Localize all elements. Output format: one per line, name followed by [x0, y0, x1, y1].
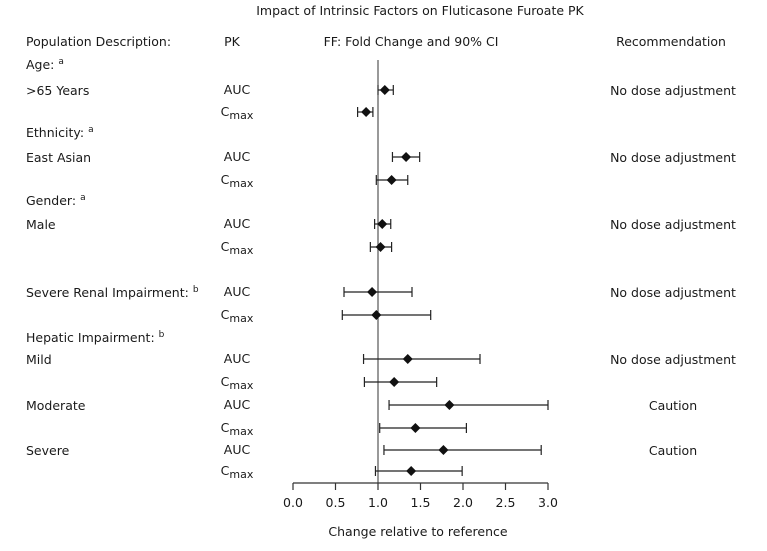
point-4-1-0-estimate [444, 400, 455, 410]
pk-label-4-0-1: Cmax [221, 374, 254, 392]
header-pk: PK [224, 34, 241, 49]
point-1-0-0-estimate [401, 152, 412, 162]
x-axis-label: Change relative to reference [328, 524, 507, 539]
x-tick-label-1: 0.5 [326, 495, 346, 510]
pk-label-0-0-1: Cmax [221, 104, 254, 122]
pk-label-1-0-0: AUC [224, 149, 251, 164]
pk-label-2-0-1: Cmax [221, 239, 254, 257]
point-4-0-1-estimate [389, 377, 400, 387]
point-1-0-1-estimate [386, 175, 397, 185]
point-4-2-0-estimate [438, 445, 449, 455]
pk-label-4-2-1-subscript: max [229, 468, 253, 481]
point-2-0-0-estimate [377, 219, 388, 229]
group-header-4-footnote: b [159, 330, 165, 340]
recommendation-2-0: No dose adjustment [610, 217, 736, 232]
x-tick-label-6: 3.0 [538, 495, 558, 510]
recommendation-4-2: Caution [649, 443, 697, 458]
x-tick-label-2: 1.0 [368, 495, 388, 510]
pk-label-3-0-0: AUC [224, 284, 251, 299]
pk-label-3-0-1-subscript: max [229, 312, 253, 325]
group-header-0: Age: a [26, 57, 64, 72]
x-tick-label-5: 2.5 [496, 495, 516, 510]
point-2-0-1-estimate [375, 242, 386, 252]
pk-label-1-0-1-subscript: max [229, 177, 253, 190]
recommendation-0-0: No dose adjustment [610, 83, 736, 98]
subgroup-label-2-0: Male [26, 217, 56, 232]
group-header-2: Gender: a [26, 193, 86, 208]
point-4-0-0-estimate [402, 354, 413, 364]
chart-title: Impact of Intrinsic Factors on Fluticaso… [256, 3, 584, 18]
pk-label-4-1-0: AUC [224, 397, 251, 412]
group-header-3: Severe Renal Impairment: b [26, 285, 199, 300]
header-recommendation: Recommendation [616, 34, 726, 49]
pk-label-4-2-0: AUC [224, 442, 251, 457]
point-3-0-0-estimate [367, 287, 378, 297]
subgroup-label-4-1: Moderate [26, 398, 86, 413]
point-4-1-1-estimate [410, 423, 421, 433]
group-header-1-footnote: a [88, 125, 94, 135]
pk-label-0-0-1-subscript: max [229, 109, 253, 122]
pk-label-2-0-0: AUC [224, 216, 251, 231]
recommendation-1-0: No dose adjustment [610, 150, 736, 165]
subgroup-label-0-0: >65 Years [26, 83, 89, 98]
pk-label-3-0-1: Cmax [221, 307, 254, 325]
group-header-4: Hepatic Impairment: b [26, 330, 165, 345]
group-header-1: Ethnicity: a [26, 125, 94, 140]
subgroup-label-4-0: Mild [26, 352, 52, 367]
recommendation-4-1: Caution [649, 398, 697, 413]
point-3-0-1-estimate [371, 310, 382, 320]
x-tick-label-3: 1.5 [411, 495, 431, 510]
pk-label-4-2-1: Cmax [221, 463, 254, 481]
pk-label-4-0-0: AUC [224, 351, 251, 366]
pk-label-4-1-1-subscript: max [229, 425, 253, 438]
point-4-2-1-estimate [406, 466, 417, 476]
pk-label-1-0-1: Cmax [221, 172, 254, 190]
x-tick-label-4: 2.0 [453, 495, 473, 510]
subgroup-label-1-0: East Asian [26, 150, 91, 165]
subgroup-label-4-2: Severe [26, 443, 70, 458]
point-0-0-0-estimate [379, 85, 390, 95]
group-header-2-footnote: a [80, 193, 86, 203]
recommendation-4-0: No dose adjustment [610, 352, 736, 367]
group-recommendation-3: No dose adjustment [610, 285, 736, 300]
pk-label-4-0-1-subscript: max [229, 379, 253, 392]
pk-label-4-1-1: Cmax [221, 420, 254, 438]
x-tick-label-0: 0.0 [283, 495, 303, 510]
group-header-3-footnote: b [193, 285, 199, 295]
pk-label-2-0-1-subscript: max [229, 244, 253, 257]
group-header-0-footnote: a [58, 57, 64, 67]
header-plot: FF: Fold Change and 90% CI [324, 34, 499, 49]
pk-label-0-0-0: AUC [224, 82, 251, 97]
plot-layer: 0.0 0.5 1.0 1.5 2.0 2.5 3.0 Age: a >65 Years No do… [26, 57, 736, 510]
header-population: Population Description: [26, 34, 171, 49]
point-0-0-1-estimate [361, 107, 372, 117]
